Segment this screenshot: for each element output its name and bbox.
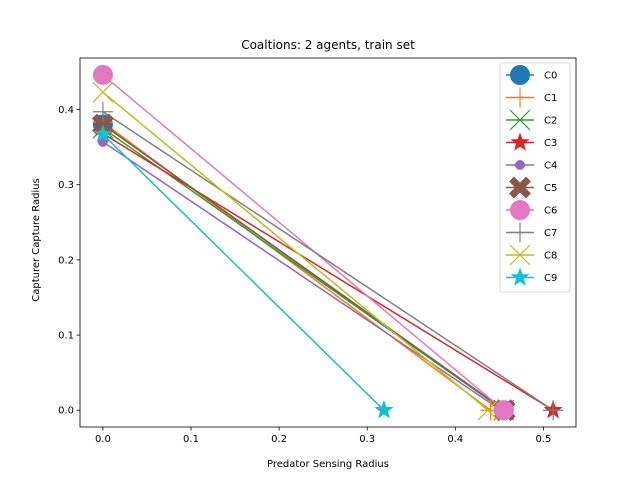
legend-label-c7: C7 xyxy=(544,228,557,239)
legend-marker-c7 xyxy=(510,222,530,243)
legend-label-c1: C1 xyxy=(544,93,557,104)
legend-marker-c9 xyxy=(510,267,530,286)
legend-marker-c6 xyxy=(510,200,530,220)
x-tick-label: 0.4 xyxy=(447,434,463,445)
y-tick-label: 0.2 xyxy=(58,255,74,266)
y-tick-label: 0.1 xyxy=(58,331,74,342)
series-point-c6-0 xyxy=(92,64,113,85)
legend-label-c2: C2 xyxy=(544,116,557,127)
legend-label-c4: C4 xyxy=(544,161,557,172)
legend-label-c9: C9 xyxy=(544,273,557,284)
plot-area: 0.0 0.1 0.2 0.3 0.4 0.5 0.0 0.1 0.2 0.3 0.4 xyxy=(58,57,577,445)
y-tick-label: 0.3 xyxy=(58,180,74,191)
legend-marker-c0 xyxy=(510,65,530,85)
x-axis-label: Predator Sensing Radius xyxy=(267,459,389,470)
series-line-c5 xyxy=(102,123,506,411)
x-tick-label: 0.5 xyxy=(535,434,551,445)
series-point-c6-1 xyxy=(493,400,514,421)
legend-marker-c3 xyxy=(510,132,530,151)
legend-marker-c2 xyxy=(509,109,531,131)
series-line-c6 xyxy=(102,74,505,411)
x-tick-label: 0.1 xyxy=(183,434,199,445)
legend-marker-c5-d2 xyxy=(509,176,531,199)
legend-marker-c2-d2 xyxy=(509,109,531,131)
series-point-c8-0-d2 xyxy=(92,81,114,103)
series-point-c8-1 xyxy=(477,399,499,421)
y-tick-label: 0.0 xyxy=(58,406,74,417)
axes-frame xyxy=(79,57,577,428)
series-point-c8-0 xyxy=(92,81,114,103)
series-line-c8 xyxy=(102,91,489,411)
legend-label-c8: C8 xyxy=(544,251,557,262)
legend: C0 C1 C2 C3 C4 C5 C6 C7 C8 C9 xyxy=(499,62,571,293)
legend-marker-c5 xyxy=(509,176,531,199)
x-tick-label: 0.3 xyxy=(359,434,375,445)
legend-marker-c1 xyxy=(510,87,530,108)
series-line-c7 xyxy=(102,111,554,411)
y-axis-label: Capturer Capture Radius xyxy=(31,178,42,302)
legend-label-c3: C3 xyxy=(544,138,557,149)
series-point-c7-1 xyxy=(543,400,564,421)
x-tick-label: 0.2 xyxy=(271,434,287,445)
legend-label-c0: C0 xyxy=(544,71,557,82)
legend-marker-c8-d2 xyxy=(509,244,531,266)
series-point-c9-1 xyxy=(374,400,394,419)
y-tick-label: 0.4 xyxy=(58,105,74,116)
series-line-c3 xyxy=(102,132,554,411)
legend-marker-c4 xyxy=(515,160,525,170)
legend-marker-c8 xyxy=(509,244,531,266)
x-tick-label: 0.0 xyxy=(95,434,111,445)
chart-title: Coaltions: 2 agents, train set xyxy=(241,38,415,52)
series-point-c8-1-d2 xyxy=(477,399,499,421)
series-point-c9-0 xyxy=(93,124,113,143)
legend-label-c5: C5 xyxy=(544,183,557,194)
legend-label-c6: C6 xyxy=(544,206,557,217)
series-point-c7-0 xyxy=(92,101,113,122)
series-line-c9 xyxy=(102,133,385,411)
